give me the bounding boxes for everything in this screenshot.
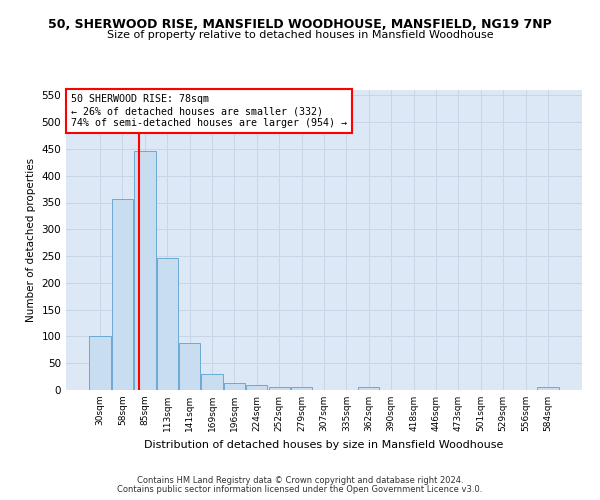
Text: Size of property relative to detached houses in Mansfield Woodhouse: Size of property relative to detached ho…: [107, 30, 493, 40]
Bar: [246, 385, 268, 390]
Text: Contains HM Land Registry data © Crown copyright and database right 2024.: Contains HM Land Registry data © Crown c…: [137, 476, 463, 485]
Text: 50, SHERWOOD RISE, MANSFIELD WOODHOUSE, MANSFIELD, NG19 7NP: 50, SHERWOOD RISE, MANSFIELD WOODHOUSE, …: [48, 18, 552, 30]
Bar: [269, 388, 290, 390]
Bar: [224, 383, 245, 390]
Bar: [179, 344, 200, 390]
Text: Contains public sector information licensed under the Open Government Licence v3: Contains public sector information licen…: [118, 485, 482, 494]
Bar: [89, 336, 111, 390]
Bar: [134, 150, 155, 390]
Bar: [202, 374, 223, 390]
Text: 50 SHERWOOD RISE: 78sqm
← 26% of detached houses are smaller (332)
74% of semi-d: 50 SHERWOOD RISE: 78sqm ← 26% of detache…: [71, 94, 347, 128]
Bar: [537, 388, 559, 390]
Bar: [112, 200, 133, 390]
Y-axis label: Number of detached properties: Number of detached properties: [26, 158, 36, 322]
Bar: [291, 388, 312, 390]
Bar: [157, 258, 178, 390]
X-axis label: Distribution of detached houses by size in Mansfield Woodhouse: Distribution of detached houses by size …: [145, 440, 503, 450]
Bar: [358, 387, 379, 390]
